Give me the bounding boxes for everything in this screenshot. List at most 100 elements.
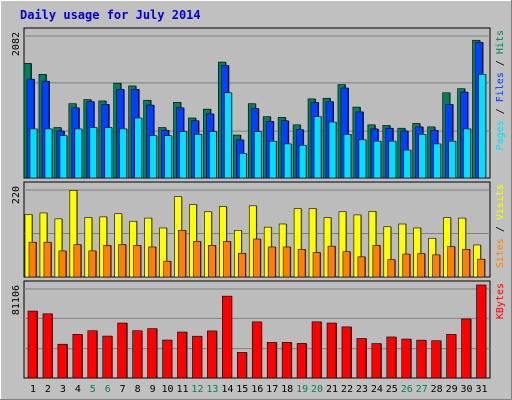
series-sites (28, 230, 486, 278)
bar-sites (118, 244, 126, 278)
bar-visits (308, 208, 317, 278)
x-tick-label: 28 (431, 384, 443, 395)
bar-pages (104, 127, 113, 179)
y-axis-max-label: 81106 (11, 285, 22, 315)
bar-visits (413, 227, 422, 278)
bar-pages (164, 135, 172, 179)
bar-kbytes (401, 338, 412, 379)
bar-sites (73, 244, 82, 278)
x-axis-labels: 1 2 3 4 5 6 7 8 9 10 11 12 13 14 15 16 17 18 19 20 21 22 23 24 2… (30, 384, 488, 395)
bar-visits (458, 217, 466, 278)
bar-visits (84, 217, 93, 278)
bar-kbytes (371, 343, 382, 379)
bar-sites (417, 253, 426, 278)
x-tick-label: 8 (135, 384, 141, 395)
bar-sites (402, 253, 411, 278)
x-tick-label: 25 (386, 384, 398, 395)
bar-pages (119, 128, 127, 179)
bar-pages (343, 134, 352, 179)
bar-visits (54, 218, 63, 278)
x-tick-label: 11 (176, 384, 188, 395)
legend-separator: / (495, 54, 506, 72)
x-tick-label: 12 (191, 384, 203, 395)
bar-visits (159, 227, 167, 278)
legend-entry: Hits (495, 30, 506, 54)
bar-sites (477, 258, 485, 278)
legend-entry: Visits (495, 184, 506, 220)
bar-pages (433, 143, 441, 179)
bar-visits (189, 204, 197, 278)
panel-kbytes: 81106 (11, 280, 491, 379)
x-tick-label: 5 (90, 384, 96, 395)
panel-visits-sites: 220 (11, 181, 491, 278)
bar-visits (69, 190, 78, 278)
bar-kbytes (266, 342, 277, 379)
legend-panel-1: Pages / Files / Hits (495, 30, 506, 150)
bar-pages (418, 134, 427, 179)
bar-pages (313, 116, 322, 179)
bar-sites (193, 241, 201, 278)
bar-sites (88, 250, 97, 278)
legend-entry: KBytes (495, 283, 506, 319)
bar-sites (238, 252, 246, 278)
bar-pages (298, 144, 307, 179)
bar-sites (133, 245, 141, 278)
bar-kbytes (177, 331, 187, 379)
bar-pages (89, 127, 98, 179)
bar-pages (149, 135, 157, 179)
bar-kbytes (72, 334, 83, 379)
bar-sites (103, 245, 112, 278)
bar-pages (59, 135, 68, 179)
bar-pages (253, 131, 262, 179)
x-tick-label: 29 (446, 384, 458, 395)
bar-kbytes (326, 322, 337, 379)
x-tick-label: 22 (341, 384, 353, 395)
bar-sites (43, 241, 52, 278)
legend-panel-3: KBytes (495, 283, 506, 319)
bar-pages (448, 140, 456, 179)
bar-kbytes (192, 335, 202, 379)
bar-visits (204, 211, 212, 278)
bar-pages (283, 143, 292, 179)
chart-legends: Pages / Files / Hits Sites / Visits KBytes (495, 30, 506, 319)
x-tick-label: 14 (221, 384, 233, 395)
bar-sites (447, 246, 455, 278)
bar-sites (327, 245, 336, 278)
bar-pages (74, 128, 83, 179)
bar-pages (209, 131, 217, 179)
bar-pages (134, 117, 142, 179)
bar-kbytes (207, 330, 217, 379)
chart-panels: 2082 220 81106 (11, 27, 491, 379)
x-tick-label: 15 (236, 384, 248, 395)
x-tick-label: 18 (281, 384, 293, 395)
x-tick-label: 13 (206, 384, 218, 395)
bar-visits (338, 211, 347, 278)
bar-sites (267, 246, 276, 278)
bar-pages (29, 128, 38, 179)
bar-pages (373, 140, 382, 179)
bar-pages (179, 131, 187, 179)
y-axis-max-label: 2082 (11, 32, 22, 56)
bar-pages (328, 121, 337, 179)
x-tick-label: 6 (105, 384, 111, 395)
bar-sites (223, 241, 231, 278)
bar-pages (388, 140, 397, 179)
bar-pages (463, 128, 471, 179)
bar-sites (297, 249, 306, 278)
x-tick-label: 4 (75, 384, 81, 395)
bar-sites (357, 256, 366, 278)
bar-kbytes (356, 338, 367, 379)
legend-separator: / (495, 102, 506, 120)
x-tick-label: 23 (356, 384, 368, 395)
series-kbytes (27, 284, 487, 379)
bar-kbytes (87, 330, 98, 379)
x-tick-label: 10 (162, 384, 174, 395)
bar-kbytes (416, 339, 427, 379)
x-tick-label: 31 (475, 384, 487, 395)
bar-pages (224, 92, 232, 179)
bar-kbytes (132, 330, 142, 379)
bar-kbytes (386, 336, 397, 379)
bar-visits (293, 208, 302, 278)
legend-entry: Files (495, 72, 506, 102)
